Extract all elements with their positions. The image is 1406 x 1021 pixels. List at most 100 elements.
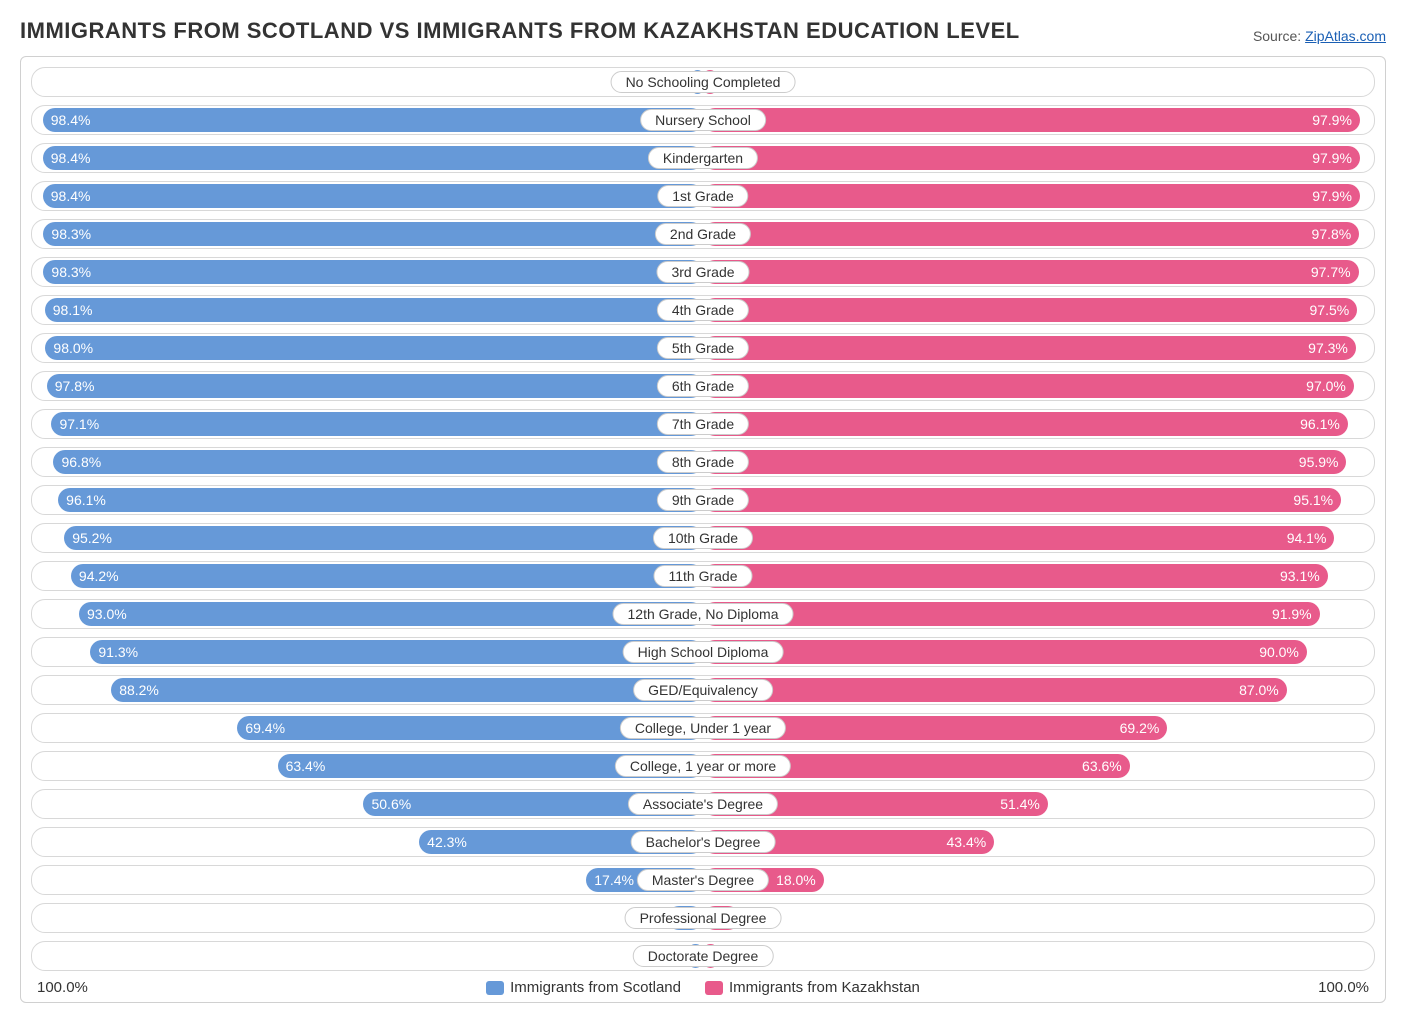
bar-series-b [703, 602, 1320, 626]
bar-series-a [45, 336, 703, 360]
chart-source: Source: ZipAtlas.com [1253, 28, 1386, 44]
bar-series-b [703, 298, 1357, 322]
chart-row: 88.2% 87.0% GED/Equivalency [31, 675, 1375, 705]
category-label: High School Diploma [623, 641, 784, 663]
bar-series-a [43, 260, 703, 284]
value-series-a: 17.4% [594, 872, 634, 888]
value-series-a: 97.8% [55, 378, 95, 394]
chart-row: 97.1%96.1%7th Grade [31, 409, 1375, 439]
chart-legend: Immigrants from Scotland Immigrants from… [486, 979, 920, 996]
chart-row: 5.3%5.5%Professional Degree [31, 903, 1375, 933]
bar-series-b [703, 526, 1334, 550]
value-series-b: 43.4% [947, 834, 987, 850]
category-label: Bachelor's Degree [631, 831, 776, 853]
bar-series-b [703, 146, 1360, 170]
value-series-b: 90.0% [1259, 644, 1299, 660]
diverging-bar-chart: 1.6%2.1%No Schooling Completed 98.4% 97.9%… [20, 56, 1386, 1003]
chart-row: 95.2%94.1%10th Grade [31, 523, 1375, 553]
chart-row: 98.3%97.7%3rd Grade [31, 257, 1375, 287]
chart-title: IMMIGRANTS FROM SCOTLAND VS IMMIGRANTS F… [20, 18, 1020, 44]
category-label: Professional Degree [625, 907, 782, 929]
value-series-b: 63.6% [1082, 758, 1122, 774]
legend-label-b: Immigrants from Kazakhstan [729, 979, 920, 996]
chart-row: 2.2%2.3%Doctorate Degree [31, 941, 1375, 971]
axis-max-right: 100.0% [1318, 979, 1369, 996]
category-label: 12th Grade, No Diploma [613, 603, 794, 625]
bar-series-a [45, 298, 703, 322]
value-series-a: 94.2% [79, 568, 119, 584]
chart-row: 97.8%97.0%6th Grade [31, 371, 1375, 401]
category-label: 10th Grade [653, 527, 753, 549]
category-label: 9th Grade [657, 489, 749, 511]
category-label: 2nd Grade [655, 223, 751, 245]
source-link[interactable]: ZipAtlas.com [1305, 28, 1386, 44]
value-series-b: 97.9% [1312, 150, 1352, 166]
category-label: Kindergarten [648, 147, 758, 169]
bar-series-a [43, 184, 703, 208]
bar-series-a [79, 602, 703, 626]
chart-row: 98.3% 97.8% 2nd Grade [31, 219, 1375, 249]
chart-row: 98.4% 97.9% 1st Grade [31, 181, 1375, 211]
value-series-a: 96.8% [61, 454, 101, 470]
category-label: Associate's Degree [628, 793, 778, 815]
value-series-a: 98.0% [53, 340, 93, 356]
bar-series-a [53, 450, 703, 474]
value-series-b: 97.7% [1311, 264, 1351, 280]
value-series-b: 97.3% [1308, 340, 1348, 356]
chart-row: 96.8% 95.9% 8th Grade [31, 447, 1375, 477]
value-series-b: 95.9% [1299, 454, 1339, 470]
source-prefix: Source: [1253, 28, 1305, 44]
value-series-b: 69.2% [1120, 720, 1160, 736]
chart-row: 94.2% 93.1% 11th Grade [31, 561, 1375, 591]
value-series-a: 98.4% [51, 188, 91, 204]
value-series-a: 95.2% [72, 530, 112, 546]
value-series-a: 98.4% [51, 112, 91, 128]
bar-series-b [703, 564, 1328, 588]
category-label: Doctorate Degree [633, 945, 774, 967]
category-label: 4th Grade [657, 299, 749, 321]
value-series-b: 97.8% [1312, 226, 1352, 242]
bar-series-b [703, 222, 1359, 246]
bar-series-b [703, 184, 1360, 208]
value-series-b: 93.1% [1280, 568, 1320, 584]
chart-footer: 100.0% Immigrants from Scotland Immigran… [31, 979, 1375, 996]
legend-item-a: Immigrants from Scotland [486, 979, 681, 996]
value-series-a: 98.3% [51, 264, 91, 280]
chart-row: 63.4%63.6%College, 1 year or more [31, 751, 1375, 781]
value-series-a: 50.6% [371, 796, 411, 812]
category-label: 11th Grade [653, 565, 752, 587]
value-series-b: 97.9% [1312, 188, 1352, 204]
chart-row: 98.0% 97.3% 5th Grade [31, 333, 1375, 363]
chart-row: 69.4%69.2%College, Under 1 year [31, 713, 1375, 743]
chart-row: 1.6%2.1%No Schooling Completed [31, 67, 1375, 97]
value-series-a: 93.0% [87, 606, 127, 622]
value-series-b: 87.0% [1239, 682, 1279, 698]
chart-row: 42.3% 43.4% Bachelor's Degree [31, 827, 1375, 857]
legend-label-a: Immigrants from Scotland [510, 979, 681, 996]
value-series-b: 51.4% [1000, 796, 1040, 812]
value-series-b: 96.1% [1300, 416, 1340, 432]
chart-row: 50.6% 51.4% Associate's Degree [31, 789, 1375, 819]
bar-series-b [703, 336, 1356, 360]
category-label: 8th Grade [657, 451, 749, 473]
bar-series-b [703, 488, 1341, 512]
bar-series-a [58, 488, 703, 512]
value-series-a: 69.4% [245, 720, 285, 736]
bar-series-b [703, 374, 1354, 398]
legend-item-b: Immigrants from Kazakhstan [705, 979, 920, 996]
category-label: Nursery School [640, 109, 766, 131]
category-label: 1st Grade [657, 185, 748, 207]
value-series-b: 91.9% [1272, 606, 1312, 622]
chart-row: 96.1%95.1%9th Grade [31, 485, 1375, 515]
category-label: GED/Equivalency [633, 679, 773, 701]
value-series-a: 98.4% [51, 150, 91, 166]
value-series-a: 42.3% [427, 834, 467, 850]
chart-header: IMMIGRANTS FROM SCOTLAND VS IMMIGRANTS F… [20, 18, 1386, 44]
chart-row: 91.3%90.0%High School Diploma [31, 637, 1375, 667]
value-series-a: 98.3% [51, 226, 91, 242]
value-series-b: 97.9% [1312, 112, 1352, 128]
value-series-a: 88.2% [119, 682, 159, 698]
bar-series-a [51, 412, 703, 436]
bar-series-a [43, 146, 703, 170]
category-label: 5th Grade [657, 337, 749, 359]
